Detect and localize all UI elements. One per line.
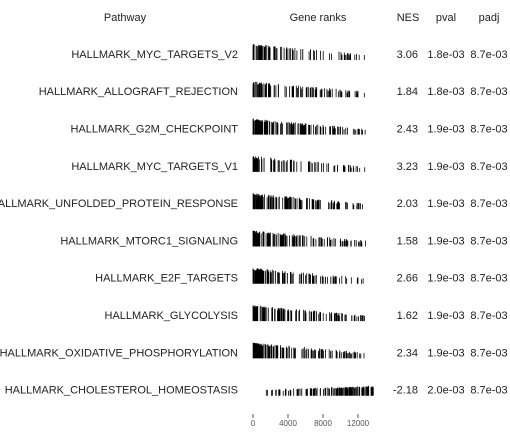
pval: 1.9e-03 bbox=[427, 235, 464, 247]
pathway-name: HALLMARK_GLYCOLYSIS bbox=[105, 310, 238, 322]
padj: 8.7e-03 bbox=[470, 161, 507, 173]
nes: 2.66 bbox=[397, 273, 418, 285]
pathway-name: HALLMARK_CHOLESTEROL_HOMEOSTASIS bbox=[5, 385, 238, 397]
pathway-name: HALLMARK_G2M_CHECKPOINT bbox=[71, 124, 239, 136]
column-header: padj bbox=[479, 12, 500, 24]
pval: 2.0e-03 bbox=[427, 385, 464, 397]
column-header: Gene ranks bbox=[290, 12, 347, 24]
barcode bbox=[252, 342, 365, 359]
nes: 2.43 bbox=[397, 124, 418, 136]
padj: 8.7e-03 bbox=[470, 273, 507, 285]
pathway-name: HALLMARK_MTORC1_SIGNALING bbox=[60, 235, 238, 247]
padj: 8.7e-03 bbox=[470, 347, 507, 359]
column-header: NES bbox=[397, 12, 420, 24]
pval: 1.9e-03 bbox=[427, 198, 464, 210]
x-tick-label: 0 bbox=[251, 419, 256, 428]
pval: 1.9e-03 bbox=[427, 273, 464, 285]
pval: 1.9e-03 bbox=[427, 347, 464, 359]
nes: 3.23 bbox=[397, 161, 418, 173]
nes: 1.84 bbox=[397, 86, 418, 98]
nes: 2.34 bbox=[397, 347, 418, 359]
x-tick-label: 4000 bbox=[279, 419, 297, 428]
nes: 3.06 bbox=[397, 49, 418, 61]
padj: 8.7e-03 bbox=[470, 49, 507, 61]
nes: -2.18 bbox=[393, 385, 418, 397]
barcode bbox=[252, 81, 365, 98]
barcode bbox=[252, 118, 366, 135]
pval: 1.9e-03 bbox=[427, 124, 464, 136]
barcode bbox=[252, 193, 363, 210]
padj: 8.7e-03 bbox=[470, 198, 507, 210]
pval: 1.9e-03 bbox=[427, 161, 464, 173]
nes: 1.58 bbox=[397, 235, 418, 247]
x-tick-label: 12000 bbox=[347, 419, 370, 428]
pathway-name: HALLMARK_MYC_TARGETS_V2 bbox=[71, 49, 238, 61]
pathway-name: HALLMARK_E2F_TARGETS bbox=[95, 273, 238, 285]
column-header: Pathway bbox=[104, 12, 147, 24]
barcode bbox=[252, 156, 366, 172]
barcode bbox=[252, 305, 365, 322]
padj: 8.7e-03 bbox=[470, 310, 507, 322]
nes: 2.03 bbox=[397, 198, 418, 210]
pathway-name: HALLMARK_ALLOGRAFT_REJECTION bbox=[39, 86, 238, 98]
pval: 1.9e-03 bbox=[427, 310, 464, 322]
column-header: pval bbox=[436, 12, 456, 24]
pval: 1.8e-03 bbox=[427, 86, 464, 98]
x-tick-label: 8000 bbox=[314, 419, 332, 428]
barcode bbox=[252, 268, 364, 284]
pathway-name: HALLMARK_OXIDATIVE_PHOSPHORYLATION bbox=[0, 347, 238, 359]
padj: 8.7e-03 bbox=[470, 86, 507, 98]
barcode bbox=[252, 44, 365, 60]
pathway-name: HALLMARK_UNFOLDED_PROTEIN_RESPONSE bbox=[0, 198, 238, 210]
barcode bbox=[252, 230, 366, 247]
padj: 8.7e-03 bbox=[470, 385, 507, 397]
pathway-name: HALLMARK_MYC_TARGETS_V1 bbox=[71, 161, 238, 173]
pval: 1.8e-03 bbox=[427, 49, 464, 61]
padj: 8.7e-03 bbox=[470, 124, 507, 136]
padj: 8.7e-03 bbox=[470, 235, 507, 247]
barcode bbox=[265, 385, 374, 396]
nes: 1.62 bbox=[397, 310, 418, 322]
